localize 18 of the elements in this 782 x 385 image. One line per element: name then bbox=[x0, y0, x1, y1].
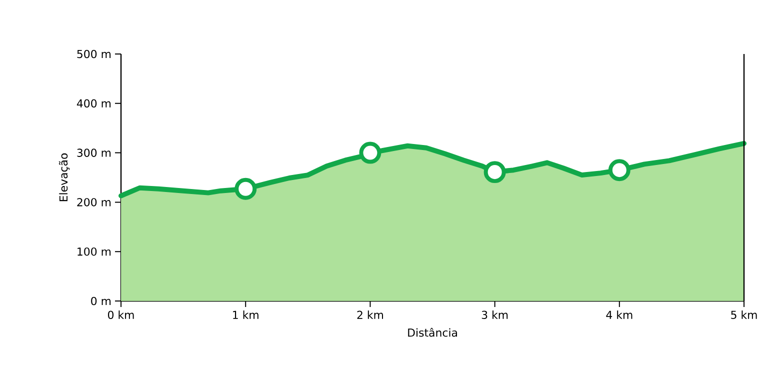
y-tick-label: 200 m bbox=[77, 198, 111, 206]
point bbox=[359, 142, 382, 164]
x-tick-label: 5 km bbox=[731, 310, 757, 319]
x-tick-label: 2 km bbox=[357, 310, 383, 319]
x-tick-label: 1 km bbox=[233, 310, 258, 319]
y-tick-label: 500 m bbox=[77, 50, 111, 58]
y-tick-label: 0 m bbox=[91, 296, 111, 306]
y-axis-title: Elevação bbox=[58, 153, 70, 202]
x-tick-label: 0 km bbox=[108, 310, 134, 319]
x-axis-title: Distância bbox=[408, 328, 457, 337]
y-tick-label: 400 m bbox=[76, 99, 111, 108]
x-tick-label: 4 km bbox=[606, 310, 632, 319]
point bbox=[484, 161, 506, 184]
point bbox=[234, 178, 257, 200]
y-tick-label: 300 m bbox=[77, 148, 111, 157]
y-tick-label: 100 m bbox=[78, 247, 111, 256]
x-tick-label: 3 km bbox=[482, 310, 508, 319]
point bbox=[608, 159, 630, 182]
